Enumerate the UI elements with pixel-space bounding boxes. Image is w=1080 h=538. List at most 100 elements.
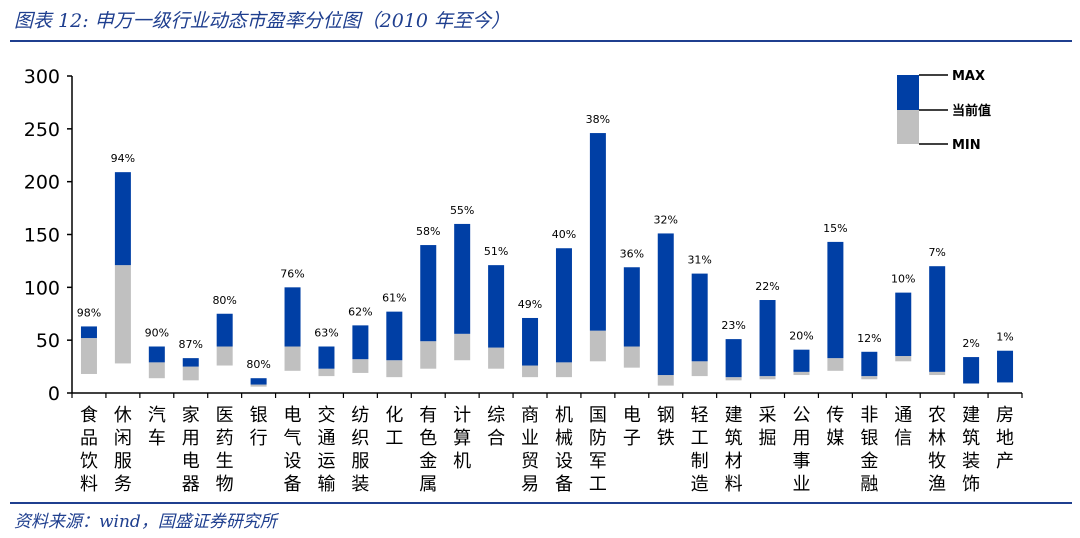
category-label-char: 备	[284, 474, 302, 495]
category-label-char: 机	[453, 451, 471, 472]
category-label-char: 服	[351, 451, 369, 472]
category-label-char: 工	[691, 428, 709, 449]
bar-upper-segment	[929, 266, 946, 372]
category-label-char: 媒	[826, 428, 844, 449]
percentile-labels: 98% 94% 90% 87% 80% 80% 76% 63% 62% 61% 58% 55% 51% 4…	[77, 113, 1014, 371]
category-label-char: 钢	[657, 405, 675, 426]
category-label-char: 金	[860, 451, 878, 472]
percentile-label: 62%	[348, 305, 372, 318]
category-label-char: 铁	[657, 428, 675, 449]
bar-lower-segment	[793, 371, 810, 376]
bar-upper-segment	[691, 273, 708, 362]
bar-lower-segment	[420, 341, 437, 369]
bar-upper-segment	[80, 326, 97, 339]
category-label-char: 通	[317, 428, 335, 449]
y-tick-label: 50	[36, 330, 60, 352]
category-label-char: 采	[759, 405, 777, 426]
bar-lower-segment	[148, 362, 165, 379]
legend-min-label: MIN	[952, 138, 981, 153]
percentile-label: 12%	[857, 332, 881, 345]
bar-lower-segment	[623, 346, 640, 368]
percentile-label: 38%	[586, 113, 610, 126]
legend-max-swatch	[897, 75, 919, 110]
bar-upper-segment	[861, 351, 878, 377]
bar-upper-segment	[827, 241, 844, 359]
percentile-label: 49%	[518, 298, 542, 311]
category-label-char: 机	[555, 405, 573, 426]
legend: MAX 当前值 MIN	[897, 69, 991, 153]
category-label-char: 用	[792, 428, 810, 449]
category-label-char: 工	[385, 428, 403, 449]
category-label-char: 设	[284, 451, 302, 472]
bar-upper-segment	[963, 357, 980, 384]
bar-lower-segment	[352, 359, 369, 373]
category-label-char: 装	[962, 451, 980, 472]
category-label-char: 行	[250, 428, 268, 449]
category-label-char: 休	[114, 405, 132, 426]
bar-upper-segment	[148, 346, 165, 363]
category-label-char: 子	[623, 428, 641, 449]
bar-lower-segment	[488, 347, 505, 369]
category-label-char: 料	[80, 474, 98, 495]
category-label-char: 械	[555, 428, 573, 449]
bar-lower-segment	[589, 330, 606, 362]
bar-lower-segment	[929, 371, 946, 376]
category-label-char: 掘	[759, 428, 777, 449]
category-label-char: 传	[826, 405, 844, 426]
bar-lower-segment	[216, 346, 233, 366]
category-label-char: 产	[996, 451, 1014, 472]
category-label-char: 电	[182, 451, 200, 472]
category-label-char: 服	[114, 451, 132, 472]
category-label-char: 气	[284, 428, 302, 449]
y-tick-label: 100	[24, 277, 60, 299]
bar-upper-segment	[725, 339, 742, 378]
percentile-label: 87%	[179, 338, 203, 351]
bar-upper-segment	[997, 350, 1014, 383]
bar-lower-segment	[827, 358, 844, 371]
percentile-label: 98%	[77, 306, 101, 319]
category-label-char: 输	[317, 474, 335, 495]
percentile-label: 90%	[145, 327, 169, 340]
category-label-char: 易	[521, 474, 539, 495]
bar-upper-segment	[759, 300, 776, 377]
category-label-char: 业	[521, 428, 539, 449]
category-label-char: 饰	[962, 474, 980, 495]
percentile-label: 7%	[928, 246, 945, 259]
category-label-char: 医	[216, 405, 234, 426]
category-label-char: 装	[351, 474, 369, 495]
bar-upper-segment	[555, 248, 572, 363]
category-label-char: 品	[80, 428, 98, 449]
category-label-char: 饮	[80, 451, 98, 472]
category-label-char: 算	[453, 428, 471, 449]
category-label-char: 务	[114, 474, 132, 495]
bar-upper-segment	[318, 346, 335, 369]
bar-upper-segment	[284, 287, 301, 347]
category-label-char: 林	[928, 428, 946, 449]
bar-upper-segment	[488, 265, 505, 348]
bar-lower-segment	[454, 333, 471, 361]
bar-lower-segment	[80, 338, 97, 374]
bar-lower-segment	[895, 356, 912, 362]
category-label-char: 防	[589, 428, 607, 449]
category-label-char: 计	[453, 405, 471, 426]
category-label-char: 房	[996, 405, 1014, 426]
percentile-label: 31%	[687, 254, 711, 267]
percentile-label: 40%	[552, 228, 576, 241]
y-tick-label: 200	[24, 172, 60, 194]
category-label-char: 建	[725, 405, 743, 426]
category-label-char: 银	[250, 405, 268, 426]
category-label-char: 备	[555, 474, 573, 495]
percentile-label: 58%	[416, 225, 440, 238]
bar-lower-segment	[318, 368, 335, 377]
bar-upper-segment	[182, 358, 199, 367]
bar-lower-segment	[725, 377, 742, 381]
category-label-char: 制	[691, 451, 709, 472]
category-labels: 食品饮料休闲服务汽车家用电器医药生物银行电气设备交通运输纺织服装化工有色金属计算…	[80, 405, 1014, 495]
bar-lower-segment	[759, 376, 776, 380]
pe-percentile-chart: 0 50 100 150 200 250 300 98% 94% 90% 87% 80% 80% 76%…	[24, 66, 1023, 495]
category-label-char: 生	[216, 451, 234, 472]
category-label-char: 建	[962, 405, 980, 426]
percentile-label: 20%	[789, 330, 813, 343]
percentile-label: 22%	[755, 280, 779, 293]
bar-lower-segment	[657, 375, 674, 386]
